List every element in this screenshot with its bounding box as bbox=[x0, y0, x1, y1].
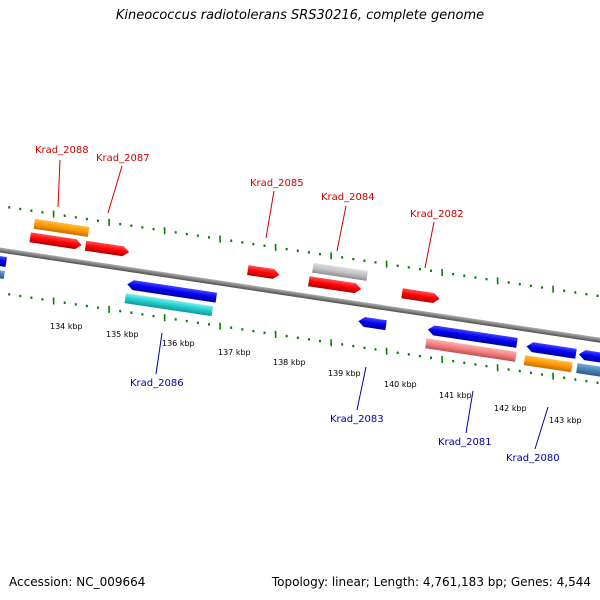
gene-red-krad-2085[interactable] bbox=[247, 265, 280, 280]
callout-line bbox=[155, 332, 163, 375]
callout-line bbox=[57, 159, 61, 208]
ruler-label: 143 kbp bbox=[549, 416, 582, 425]
topology-text: Topology: linear; Length: 4,761,183 bp; … bbox=[271, 575, 591, 589]
callout-line bbox=[465, 390, 474, 434]
gene-blue-krad-2080[interactable] bbox=[526, 341, 577, 359]
gene-blue-right[interactable] bbox=[578, 349, 600, 365]
ruler-label: 139 kbp bbox=[328, 369, 361, 378]
gene-label[interactable]: Krad_2082 bbox=[410, 209, 464, 220]
callout-line bbox=[534, 406, 549, 450]
reverse-gene-labels: Krad_2086 Krad_2083 Krad_2081 Krad_2080 bbox=[130, 378, 560, 464]
ruler-label: 136 kbp bbox=[162, 339, 195, 348]
accession-text: Accession: NC_009664 bbox=[9, 575, 146, 589]
gene-steel-left[interactable] bbox=[0, 268, 5, 279]
gene-red-krad-2088[interactable] bbox=[29, 232, 82, 250]
ruler-label: 142 kbp bbox=[494, 404, 527, 413]
tick-ruler-top bbox=[8, 206, 599, 298]
ruler-label: 137 kbp bbox=[218, 348, 251, 357]
callout-line bbox=[356, 366, 367, 411]
ruler-label: 140 kbp bbox=[384, 380, 417, 389]
gene-label[interactable]: Krad_2080 bbox=[506, 453, 560, 464]
gene-label[interactable]: Krad_2084 bbox=[321, 192, 375, 203]
gene-steel-right[interactable] bbox=[576, 363, 600, 379]
callout-line bbox=[424, 221, 435, 269]
gene-blue-krad-2086[interactable] bbox=[127, 279, 218, 303]
forward-callouts bbox=[57, 159, 435, 269]
gene-label[interactable]: Krad_2083 bbox=[330, 414, 384, 425]
ruler-label: 138 kbp bbox=[273, 358, 306, 367]
gene-blue-left[interactable] bbox=[0, 254, 8, 268]
gene-red-krad-2087[interactable] bbox=[84, 240, 130, 257]
callout-line bbox=[107, 165, 123, 214]
gene-label[interactable]: Krad_2087 bbox=[96, 153, 150, 164]
map-title: Kineococcus radiotolerans SRS30216, comp… bbox=[115, 8, 485, 23]
gene-label[interactable]: Krad_2086 bbox=[130, 378, 184, 389]
reverse-callouts bbox=[155, 332, 549, 450]
gene-red-krad-2082[interactable] bbox=[401, 288, 440, 304]
gene-label[interactable]: Krad_2088 bbox=[35, 145, 89, 156]
gene-label[interactable]: Krad_2081 bbox=[438, 437, 492, 448]
gene-label[interactable]: Krad_2085 bbox=[250, 178, 304, 189]
callout-line bbox=[336, 205, 347, 252]
gene-orange-krad-2080[interactable] bbox=[523, 355, 573, 373]
chromosome-backbone bbox=[0, 244, 600, 348]
gene-blue-krad-2083[interactable] bbox=[358, 316, 387, 331]
callout-line bbox=[265, 190, 275, 239]
gene-pink-krad-2081[interactable] bbox=[425, 338, 517, 362]
ruler-labels: 134 kbp 135 kbp 136 kbp 137 kbp 138 kbp … bbox=[50, 322, 582, 425]
ruler-label: 135 kbp bbox=[106, 330, 139, 339]
ruler-label: 141 kbp bbox=[439, 391, 472, 400]
gene-cyan-krad-2086[interactable] bbox=[124, 293, 213, 317]
tick-ruler-bottom bbox=[8, 293, 599, 385]
ruler-label: 134 kbp bbox=[50, 322, 83, 331]
gene-orange-krad-2088[interactable] bbox=[33, 218, 90, 237]
gene-red-krad-2084[interactable] bbox=[308, 276, 362, 294]
gene-gray-krad-2084[interactable] bbox=[312, 262, 368, 281]
gene-blue-krad-2081[interactable] bbox=[427, 325, 518, 348]
forward-gene-labels: Krad_2088 Krad_2087 Krad_2085 Krad_2084 … bbox=[35, 145, 464, 220]
